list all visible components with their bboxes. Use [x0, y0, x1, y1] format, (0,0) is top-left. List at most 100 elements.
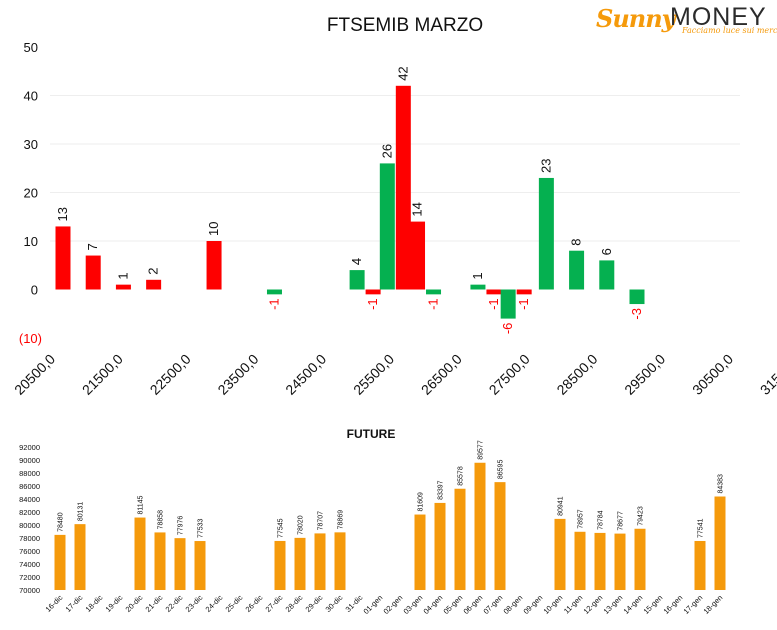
- ftsemib-data-label: 42: [395, 66, 410, 80]
- ftsemib-data-label: 23: [538, 158, 553, 172]
- logo-sunny-text: Sunny: [596, 4, 676, 33]
- ftsemib-bar: [486, 289, 502, 295]
- logo-money-text: MONEY: [670, 3, 767, 31]
- future-bar: [414, 514, 426, 590]
- ftsemib-bar: [629, 289, 645, 305]
- ftsemib-title: FTSEMIB MARZO: [327, 15, 483, 36]
- future-bar: [74, 524, 86, 590]
- ftsemib-bar: [206, 241, 222, 290]
- future-y-tick-label: 86000: [19, 482, 40, 491]
- future-bar: [154, 532, 166, 590]
- future-data-label: 86595: [498, 460, 505, 480]
- ftsemib-bar: [569, 250, 585, 290]
- future-x-tick-label: 21-dic: [144, 593, 165, 614]
- ftsemib-bar: [426, 289, 442, 295]
- future-bar: [614, 533, 626, 590]
- ftsemib-x-tick-label: 31500,0: [757, 351, 777, 398]
- ftsemib-data-label: -1: [486, 298, 501, 310]
- future-x-tick-label: 14-gen: [622, 593, 645, 616]
- ftsemib-bar: [470, 284, 486, 290]
- future-x-tick-label: 09-gen: [522, 593, 545, 616]
- future-y-tick-label: 72000: [19, 573, 40, 582]
- future-y-tick-label: 74000: [19, 560, 40, 569]
- future-data-label: 78784: [598, 510, 605, 530]
- future-data-label: 78480: [58, 512, 65, 532]
- future-data-label: 83397: [438, 480, 445, 500]
- ftsemib-y-tick-label: 20: [24, 186, 38, 201]
- future-data-label: 78677: [618, 511, 625, 531]
- future-bar: [274, 540, 286, 590]
- ftsemib-data-label: 2: [146, 268, 161, 275]
- ftsemib-data-label: 4: [349, 258, 364, 265]
- ftsemib-bar: [365, 289, 381, 295]
- future-bar: [334, 532, 346, 590]
- ftsemib-data-label: 8: [569, 238, 584, 245]
- future-x-tick-label: 16-dic: [44, 593, 65, 614]
- ftsemib-x-tick-label: 24500,0: [282, 351, 329, 398]
- ftsemib-x-tick-label: 25500,0: [350, 351, 397, 398]
- future-bar: [194, 541, 206, 590]
- ftsemib-x-tick-label: 30500,0: [689, 351, 736, 398]
- ftsemib-y-tick-label: 30: [24, 137, 38, 152]
- future-x-tick-label: 22-dic: [164, 593, 185, 614]
- future-bar: [554, 518, 566, 590]
- future-data-label: 77541: [698, 518, 705, 538]
- ftsemib-x-tick-label: 22500,0: [147, 351, 194, 398]
- future-x-tick-label: 28-dic: [284, 593, 305, 614]
- ftsemib-bar: [349, 270, 365, 290]
- future-data-label: 77545: [278, 518, 285, 538]
- future-bar: [574, 531, 586, 590]
- future-x-tick-label: 23-dic: [184, 593, 205, 614]
- ftsemib-data-label: 6: [599, 248, 614, 255]
- ftsemib-x-tick-label: 27500,0: [486, 351, 533, 398]
- ftsemib-data-label: 13: [55, 207, 70, 221]
- future-y-tick-label: 76000: [19, 547, 40, 556]
- future-bar: [314, 533, 326, 590]
- future-x-tick-label: 27-dic: [264, 593, 285, 614]
- ftsemib-x-tick-label: 20500,0: [11, 351, 58, 398]
- ftsemib-bar: [379, 163, 395, 290]
- future-y-tick-label: 80000: [19, 521, 40, 530]
- ftsemib-data-label: 10: [206, 222, 221, 236]
- ftsemib-x-tick-label: 29500,0: [621, 351, 668, 398]
- ftsemib-y-tick-label: 50: [24, 40, 38, 55]
- ftsemib-x-tick-label: 21500,0: [79, 351, 126, 398]
- ftsemib-bar: [266, 289, 282, 295]
- future-x-tick-label: 19-dic: [104, 593, 125, 614]
- future-x-tick-label: 12-gen: [582, 593, 605, 616]
- future-y-tick-label: 92000: [19, 443, 40, 452]
- ftsemib-bar: [146, 279, 162, 290]
- future-data-label: 84383: [718, 474, 725, 494]
- future-title: FUTURE: [347, 427, 396, 441]
- ftsemib-bar: [516, 289, 532, 295]
- future-x-tick-label: 18-dic: [84, 593, 105, 614]
- future-x-tick-label: 01-gen: [362, 593, 385, 616]
- future-bar: [54, 534, 66, 590]
- future-bar: [434, 502, 446, 590]
- future-x-tick-label: 18-gen: [702, 593, 725, 616]
- future-data-label: 77976: [178, 516, 185, 536]
- future-x-tick-label: 24-dic: [204, 593, 225, 614]
- future-x-tick-label: 30-dic: [324, 593, 345, 614]
- future-bar: [694, 540, 706, 590]
- future-bar: [494, 482, 506, 590]
- future-data-label: 77533: [198, 518, 205, 538]
- ftsemib-bar: [410, 221, 426, 290]
- ftsemib-data-label: -6: [500, 323, 515, 335]
- ftsemib-bar: [599, 260, 615, 290]
- ftsemib-data-label: -1: [516, 298, 531, 310]
- ftsemib-bar: [500, 289, 516, 319]
- future-data-label: 78020: [298, 515, 305, 535]
- ftsemib-data-label: 14: [410, 202, 425, 216]
- future-bar: [634, 528, 646, 590]
- future-data-label: 81145: [138, 496, 145, 515]
- future-y-tick-label: 82000: [19, 508, 40, 517]
- future-x-tick-label: 02-gen: [382, 593, 405, 616]
- future-bar: [174, 538, 186, 590]
- ftsemib-y-tick-label: 10: [24, 234, 38, 249]
- ftsemib-data-label: -1: [365, 298, 380, 310]
- future-x-tick-label: 25-dic: [224, 593, 245, 614]
- ftsemib-x-tick-label: 28500,0: [553, 351, 600, 398]
- future-chart: FUTURE 70000 72000 74000 76000 78000 80000 8200…: [19, 427, 726, 616]
